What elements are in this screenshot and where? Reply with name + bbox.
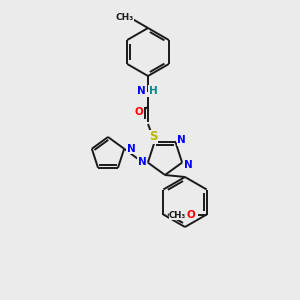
Text: O: O [135, 107, 143, 117]
Text: N: N [184, 160, 193, 170]
Text: N: N [127, 144, 136, 154]
Text: N: N [137, 157, 146, 166]
Text: O: O [186, 209, 195, 220]
Text: H: H [148, 86, 158, 96]
Text: CH₃: CH₃ [169, 211, 186, 220]
Text: CH₃: CH₃ [115, 14, 134, 22]
Text: N: N [177, 135, 186, 146]
Text: S: S [149, 130, 157, 143]
Text: N: N [136, 86, 146, 96]
